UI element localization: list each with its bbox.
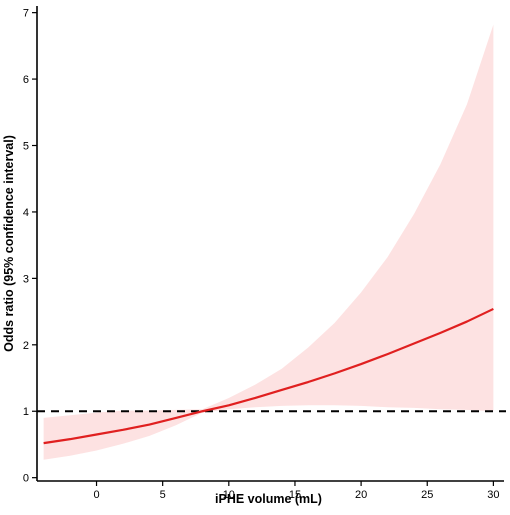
x-axis-label: iPHE volume (mL)	[215, 492, 322, 506]
confidence-band-layer	[43, 24, 494, 460]
x-tick-label: 0	[93, 489, 99, 501]
x-tick-label: 15	[289, 489, 301, 501]
y-tick-label: 3	[23, 273, 29, 285]
x-tick-label: 5	[160, 489, 166, 501]
y-axis-label: Odds ratio (95% confidence interval)	[2, 135, 16, 352]
x-tick-label: 10	[223, 489, 235, 501]
y-tick-label: 0	[23, 473, 29, 485]
y-tick-label: 2	[23, 340, 29, 352]
odds-ratio-line	[43, 307, 494, 445]
x-tick-label: 30	[487, 489, 499, 501]
axes-layer: 0 5 10 15 20 25 30 0 1 2 3 4 5 6 7	[23, 6, 504, 501]
x-tick-label: 25	[421, 489, 433, 501]
y-tick-label: 4	[23, 207, 29, 219]
y-tick-label: 1	[23, 406, 29, 418]
odds-ratio-line-layer	[43, 307, 494, 445]
y-tick-label: 6	[23, 74, 29, 86]
y-tick-label: 7	[23, 8, 29, 20]
y-tick-label: 5	[23, 141, 29, 153]
confidence-band	[43, 24, 494, 460]
x-tick-label: 20	[355, 489, 367, 501]
